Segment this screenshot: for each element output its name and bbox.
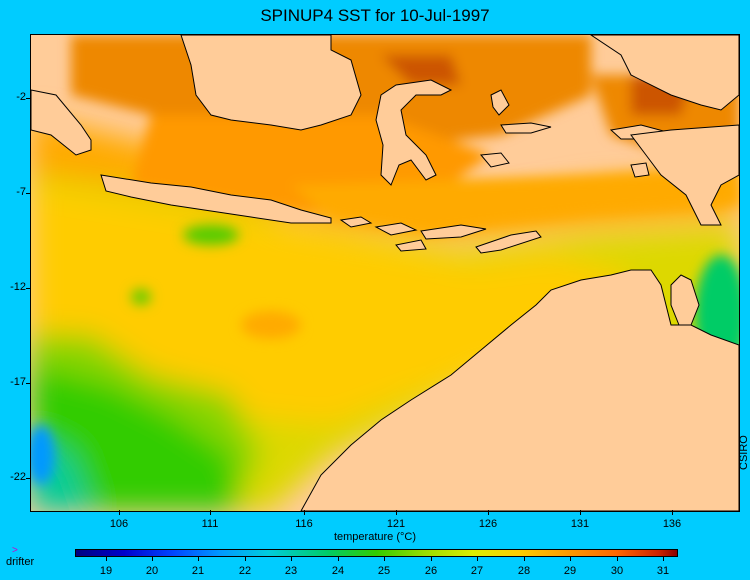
colorbar-tick xyxy=(524,556,525,561)
lon-tick-label: 121 xyxy=(386,518,406,530)
drifter-legend-label: drifter xyxy=(6,556,35,568)
colorbar-tick xyxy=(152,556,153,561)
lon-tick-label: 111 xyxy=(201,518,219,530)
colorbar-tick-label: 29 xyxy=(563,565,577,577)
colorbar-tick-label: 31 xyxy=(656,565,670,577)
map-title: SPINUP4 SST for 10-Jul-1997 xyxy=(260,6,490,25)
lat-tick xyxy=(26,288,30,289)
sst-map xyxy=(30,34,740,512)
lat-tick-label: -22 xyxy=(10,471,26,483)
colorbar-tick xyxy=(570,556,571,561)
lon-tick xyxy=(488,510,489,515)
lon-tick xyxy=(304,510,305,515)
lat-tick xyxy=(26,478,30,479)
lon-tick-label: 126 xyxy=(478,518,498,530)
colorbar-tick-label: 21 xyxy=(191,565,205,577)
lon-tick xyxy=(672,510,673,515)
colorbar-tick xyxy=(477,556,478,561)
colorbar-tick xyxy=(663,556,664,561)
colorbar-tick xyxy=(106,556,107,561)
lon-tick xyxy=(396,510,397,515)
sst-field xyxy=(31,35,739,511)
lat-tick-label: -17 xyxy=(10,376,26,388)
arrow-right-icon: > xyxy=(12,545,18,556)
credit-label: CSIRO xyxy=(738,435,750,470)
lat-tick-label: -12 xyxy=(10,281,26,293)
lon-tick-label: 131 xyxy=(570,518,590,530)
colorbar-tick-label: 25 xyxy=(377,565,391,577)
colorbar-tick-label: 28 xyxy=(517,565,531,577)
colorbar-tick-label: 24 xyxy=(331,565,345,577)
lat-tick-label: -7 xyxy=(16,186,26,198)
colorbar-tick-label: 19 xyxy=(99,565,113,577)
lon-tick-label: 136 xyxy=(662,518,682,530)
lat-tick xyxy=(26,193,30,194)
colorbar-tick-label: 26 xyxy=(424,565,438,577)
lon-tick xyxy=(580,510,581,515)
lon-tick xyxy=(210,510,211,515)
colorbar-tick xyxy=(338,556,339,561)
colorbar-tick xyxy=(198,556,199,561)
colorbar-tick-label: 22 xyxy=(238,565,252,577)
colorbar-tick xyxy=(291,556,292,561)
colorbar-tick-label: 20 xyxy=(145,565,159,577)
lon-tick xyxy=(119,510,120,515)
colorbar-tick xyxy=(245,556,246,561)
colorbar-tick-label: 23 xyxy=(284,565,298,577)
colorbar-tick xyxy=(384,556,385,561)
lat-tick xyxy=(26,383,30,384)
colorbar-tick-label: 27 xyxy=(470,565,484,577)
colorbar-tick xyxy=(617,556,618,561)
lon-tick-label: 116 xyxy=(295,518,313,530)
lat-tick-label: -2 xyxy=(16,91,26,103)
temperature-colorbar xyxy=(75,549,678,557)
colorbar-tick-label: 30 xyxy=(610,565,624,577)
colorbar-tick xyxy=(431,556,432,561)
lat-tick xyxy=(26,98,30,99)
lon-tick-label: 106 xyxy=(109,518,129,530)
colorbar-title: temperature (°C) xyxy=(333,531,417,543)
